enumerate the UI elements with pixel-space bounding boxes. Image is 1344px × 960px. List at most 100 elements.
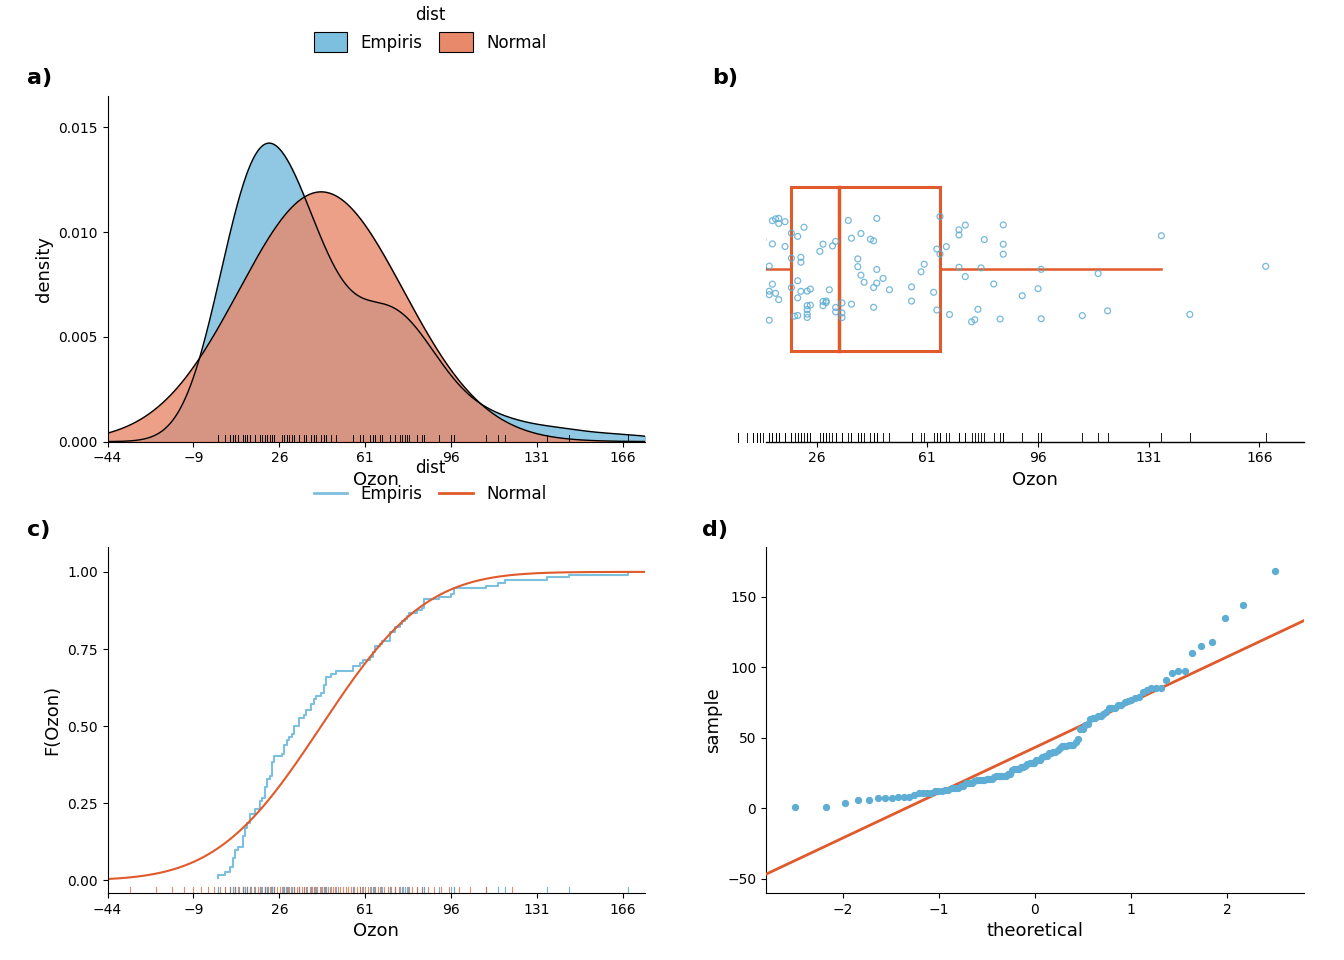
- Point: [1008, 761, 1030, 777]
- Point: [797, 302, 818, 318]
- Point: [863, 233, 884, 249]
- Point: [970, 260, 992, 276]
- Empiris: [375, 635, 391, 646]
- Point: [999, 767, 1020, 782]
- Point: [1044, 744, 1066, 759]
- Point: [1191, 638, 1212, 654]
- Point: [841, 230, 863, 246]
- Point: [988, 768, 1009, 783]
- Point: [953, 778, 974, 793]
- Point: [1154, 672, 1176, 687]
- Point: [1034, 748, 1055, 763]
- Point: [954, 217, 976, 232]
- Point: [866, 211, 887, 227]
- Point: [1064, 734, 1086, 750]
- Point: [866, 262, 887, 277]
- Point: [1027, 281, 1048, 297]
- Point: [913, 785, 934, 801]
- Point: [882, 791, 903, 806]
- Point: [788, 308, 809, 324]
- Point: [914, 256, 935, 272]
- Point: [923, 284, 945, 300]
- Point: [746, 232, 767, 248]
- Point: [737, 250, 758, 265]
- Point: [818, 282, 840, 298]
- Point: [1073, 722, 1094, 737]
- Point: [797, 310, 818, 325]
- Line: Normal: Normal: [19, 572, 755, 880]
- Point: [1043, 744, 1064, 759]
- Point: [831, 310, 852, 325]
- Point: [910, 264, 931, 279]
- Point: [816, 294, 837, 309]
- Point: [976, 771, 997, 786]
- Point: [1032, 750, 1054, 765]
- Point: [767, 210, 789, 226]
- Point: [961, 775, 982, 790]
- Point: [917, 785, 938, 801]
- Point: [992, 217, 1013, 232]
- Point: [825, 233, 847, 249]
- Point: [949, 222, 970, 237]
- Point: [774, 239, 796, 254]
- Text: b): b): [712, 68, 738, 88]
- Point: [1090, 708, 1111, 724]
- Point: [800, 298, 821, 313]
- Point: [991, 768, 1012, 783]
- Point: [1011, 759, 1032, 775]
- Point: [781, 251, 802, 266]
- X-axis label: Ozon: Ozon: [353, 922, 399, 940]
- Point: [1136, 682, 1157, 697]
- Point: [837, 213, 859, 228]
- Point: [1031, 311, 1052, 326]
- Point: [1082, 710, 1103, 726]
- Bar: [792, 187, 939, 350]
- Point: [872, 271, 894, 286]
- Point: [816, 799, 837, 814]
- Point: [749, 248, 770, 263]
- Point: [1075, 717, 1097, 732]
- Point: [853, 275, 875, 290]
- Point: [1181, 645, 1203, 660]
- Point: [1114, 695, 1136, 710]
- Point: [746, 251, 767, 266]
- Point: [781, 280, 802, 296]
- Point: [758, 258, 780, 274]
- Point: [1255, 258, 1277, 274]
- Point: [1050, 740, 1071, 756]
- Point: [1023, 756, 1044, 771]
- Point: [790, 283, 812, 299]
- Point: [1063, 737, 1085, 753]
- Empiris: [362, 652, 378, 663]
- Point: [900, 279, 922, 295]
- Point: [1161, 665, 1183, 681]
- Point: [867, 791, 888, 806]
- Point: [1202, 634, 1223, 649]
- Point: [788, 290, 809, 305]
- Point: [749, 222, 770, 237]
- X-axis label: Ozon: Ozon: [1012, 470, 1058, 489]
- Point: [812, 294, 833, 309]
- Point: [1004, 761, 1025, 777]
- Point: [1132, 684, 1153, 700]
- Legend: Empiris, Normal: Empiris, Normal: [308, 452, 552, 510]
- Point: [1095, 705, 1117, 720]
- Point: [984, 770, 1005, 785]
- Line: Empiris: Empiris: [218, 572, 628, 877]
- Empiris: [210, 872, 226, 883]
- Point: [926, 241, 948, 256]
- Point: [767, 216, 789, 231]
- Point: [1214, 610, 1235, 625]
- Point: [863, 300, 884, 315]
- Point: [797, 306, 818, 322]
- Point: [758, 313, 780, 328]
- Point: [1016, 756, 1038, 772]
- Point: [790, 250, 812, 265]
- Text: a): a): [27, 68, 52, 88]
- Point: [1093, 706, 1114, 721]
- Point: [788, 273, 809, 288]
- Point: [1031, 262, 1052, 277]
- Point: [743, 219, 765, 234]
- Point: [978, 771, 1000, 786]
- Point: [781, 226, 802, 241]
